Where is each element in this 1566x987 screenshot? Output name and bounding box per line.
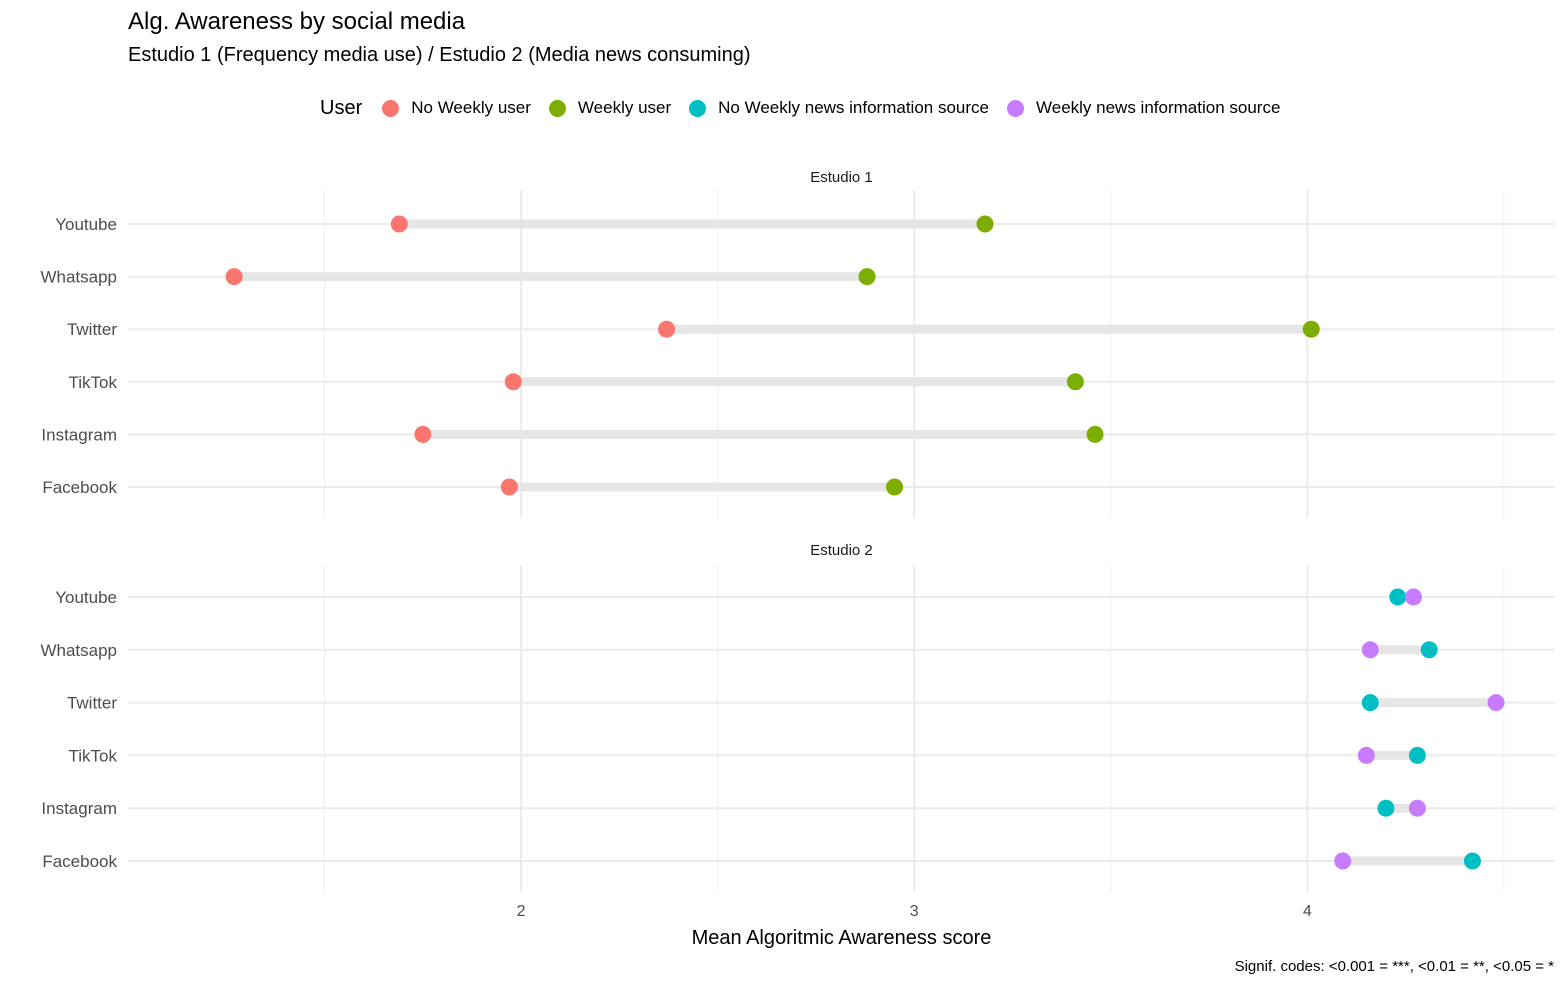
x-tick-label: 3	[910, 903, 919, 920]
category-label: Whatsapp	[40, 268, 117, 287]
legend-label: Weekly user	[577, 98, 672, 117]
category-label: Instagram	[41, 799, 117, 818]
data-point	[1408, 799, 1426, 817]
data-point	[1420, 641, 1438, 659]
legend-item-weekly-user: Weekly user	[543, 98, 671, 118]
category-label: Youtube	[55, 215, 117, 234]
data-point	[390, 215, 408, 233]
legend-swatch	[548, 99, 566, 117]
data-point	[858, 268, 876, 286]
panel-title: Estudio 2	[810, 542, 873, 559]
category-label: Instagram	[41, 425, 117, 444]
data-point	[1334, 852, 1352, 870]
category-label: Youtube	[55, 588, 117, 607]
category-label: TikTok	[69, 373, 118, 392]
data-point	[504, 373, 522, 391]
category-label: Facebook	[42, 478, 117, 497]
category-label: Facebook	[42, 852, 117, 871]
panel-title: Estudio 1	[810, 169, 873, 186]
x-tick-label: 2	[517, 903, 526, 920]
legend-item-weekly-news-source: Weekly news information source	[1001, 98, 1280, 118]
data-point	[976, 215, 994, 233]
category-label: Whatsapp	[40, 641, 117, 660]
data-point	[1487, 694, 1505, 712]
data-point	[1408, 746, 1426, 764]
data-point	[886, 478, 904, 496]
legend-swatch	[689, 99, 707, 117]
chart-title: Alg. Awareness by social media	[128, 8, 466, 35]
category-label: Twitter	[67, 694, 117, 713]
x-tick-label: 4	[1303, 903, 1312, 920]
legend-swatch	[382, 99, 400, 117]
data-point	[1066, 373, 1084, 391]
legend-item-no-weekly-news-source: No Weekly news information source	[683, 98, 989, 118]
data-point	[1302, 320, 1320, 338]
data-point	[414, 425, 432, 443]
chart-subtitle: Estudio 1 (Frequency media use) / Estudi…	[128, 44, 751, 66]
data-point	[1086, 425, 1104, 443]
data-point	[1463, 852, 1481, 870]
legend: User No Weekly user Weekly user No Weekl…	[320, 94, 1292, 122]
data-point	[1389, 588, 1407, 606]
legend-item-no-weekly-user: No Weekly user	[376, 98, 531, 118]
legend-label: Weekly news information source	[1036, 98, 1281, 117]
x-axis-title: Mean Algoritmic Awareness score	[692, 927, 992, 949]
legend-swatch	[1007, 99, 1024, 117]
legend-label: No Weekly user	[411, 98, 531, 117]
data-point	[500, 478, 518, 496]
data-point	[1361, 694, 1379, 712]
category-label: TikTok	[69, 746, 118, 765]
data-point	[1377, 799, 1395, 817]
significance-caption: Signif. codes: <0.001 = ***, <0.01 = **,…	[1234, 958, 1554, 975]
legend-label: No Weekly news information source	[718, 98, 989, 117]
legend-title: User	[320, 96, 363, 119]
data-point	[1361, 641, 1379, 659]
category-label: Twitter	[67, 320, 117, 339]
data-point	[1357, 746, 1375, 764]
data-point	[658, 320, 676, 338]
data-point	[1404, 588, 1422, 606]
data-point	[225, 268, 243, 286]
